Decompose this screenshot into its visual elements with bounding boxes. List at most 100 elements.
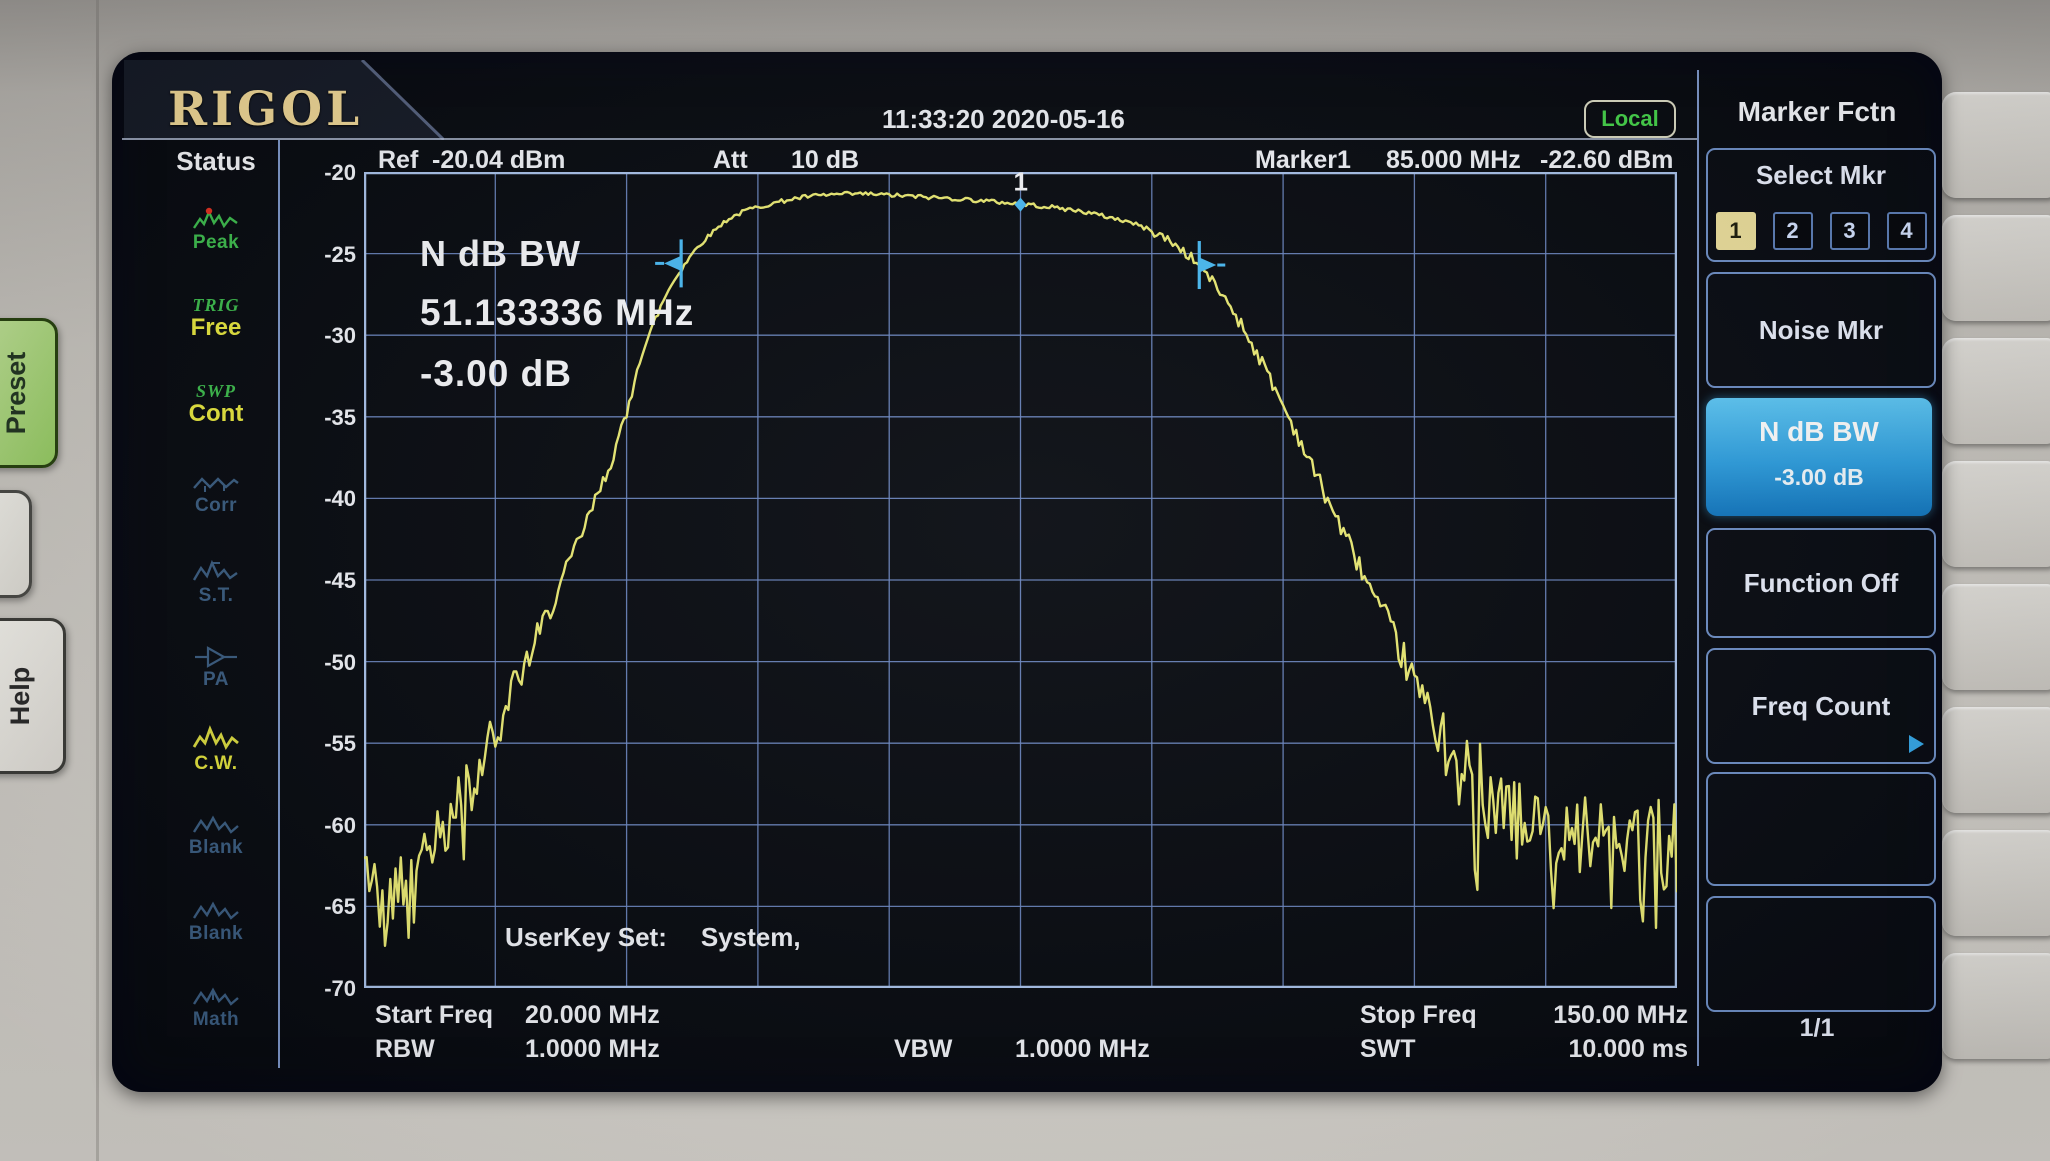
y-tick-label: -40: [324, 486, 356, 512]
bezel-seam: [96, 0, 99, 1161]
stop-freq-value: 150.00 MHz: [1553, 1001, 1688, 1029]
menu-empty-slot-2[interactable]: [1706, 896, 1936, 1012]
brand-logo-panel: RIGOL: [124, 58, 446, 142]
trigger-mode-tag: TRIG: [192, 295, 240, 315]
status-item-peak: Peak: [146, 207, 286, 253]
softkey-f8[interactable]: [1942, 953, 2050, 1059]
cw-waveform-icon: [192, 725, 239, 750]
ndb-annotation-title: N dB BW: [420, 233, 581, 274]
menu-ndb-bw[interactable]: N dB BW -3.00 dB: [1706, 398, 1932, 516]
status-item-trigger: TRIG Free: [146, 296, 286, 340]
marker-number-row: 1 2 3 4: [1708, 212, 1934, 250]
status-item-corr: Corr: [146, 470, 286, 516]
marker-readout-ampl: -22.60 dBm: [1540, 146, 1674, 174]
menu-ndb-bw-label: N dB BW: [1759, 416, 1879, 447]
status-item-blank1: Blank: [146, 812, 286, 858]
menu-noise-mkr-label: Noise Mkr: [1758, 314, 1884, 345]
menu-empty-slot-1[interactable]: [1706, 772, 1936, 886]
menu-freq-count[interactable]: Freq Count: [1706, 648, 1936, 764]
status-item-label: Blank: [188, 923, 244, 944]
ndb-annotation-level: -3.00 dB: [420, 353, 572, 394]
menu-function-off[interactable]: Function Off: [1706, 528, 1936, 638]
marker-readout-freq: 85.000 MHz: [1386, 146, 1521, 174]
blank-waveform-icon: [192, 901, 239, 920]
userkey-value: System,: [700, 922, 801, 952]
help-key[interactable]: Help: [0, 618, 66, 774]
sweep-mode-tag: SWP: [195, 381, 236, 401]
ndb-annotation-bandwidth: 51.133336 MHz: [420, 292, 695, 333]
status-item-label: Corr: [194, 495, 238, 516]
y-tick-label: -45: [324, 568, 356, 593]
y-tick-label: -70: [324, 976, 356, 1001]
marker-readout-label: Marker1: [1255, 146, 1351, 174]
userkey-label: UserKey Set:: [505, 922, 667, 952]
peak-waveform-icon: [193, 207, 238, 229]
menu-divider: [1697, 70, 1699, 1066]
swt-label: SWT: [1360, 1035, 1416, 1063]
status-item-math: Math: [146, 984, 286, 1030]
status-item-label: Blank: [188, 837, 244, 858]
softkey-f7[interactable]: [1942, 830, 2050, 936]
marker-3-box[interactable]: 3: [1829, 212, 1870, 250]
status-item-label: C.W.: [194, 753, 238, 774]
y-tick-label: -65: [324, 894, 356, 920]
marker-4-box[interactable]: 4: [1886, 212, 1927, 250]
status-item-pa: PA: [146, 644, 286, 690]
y-tick-label: -35: [324, 404, 356, 430]
marker-1-box[interactable]: 1: [1715, 212, 1756, 250]
preamp-icon: [195, 646, 237, 668]
status-title: Status: [176, 146, 256, 176]
marker1-label: 1: [1014, 172, 1028, 197]
status-item-label: Math: [192, 1009, 240, 1030]
logo-panel-shape: [124, 58, 446, 142]
softkey-f1[interactable]: [1942, 92, 2050, 198]
y-tick-label: -60: [324, 812, 356, 838]
start-freq-label: Start Freq: [375, 1001, 494, 1029]
corr-waveform-icon: [193, 477, 239, 492]
menu-noise-mkr[interactable]: Noise Mkr: [1706, 272, 1936, 388]
att-label: Att: [713, 146, 748, 174]
preset-key-label: Preset: [0, 351, 31, 435]
marker1-indicator: 1: [1014, 167, 1028, 212]
menu-select-mkr-label: Select Mkr: [1755, 160, 1887, 190]
bw-edge-marker-left: [655, 239, 683, 288]
brand-logo: RIGOL: [168, 82, 364, 137]
status-item-label: Peak: [192, 232, 240, 253]
status-divider: [278, 140, 280, 1068]
menu-function-off-label: Function Off: [1743, 567, 1899, 598]
preset-key[interactable]: Preset: [0, 318, 58, 468]
math-waveform-icon: [192, 987, 239, 1006]
spectrum-plot-svg: 1: [363, 167, 1679, 989]
ref-label: Ref: [378, 146, 419, 174]
start-freq-value: 20.000 MHz: [525, 1001, 660, 1029]
status-item-label: PA: [203, 669, 229, 690]
marker-2-box[interactable]: 2: [1772, 212, 1813, 250]
status-item-st: S.T.: [146, 558, 286, 606]
y-tick-label: -25: [324, 241, 356, 267]
lcd-screen: RIGOL 11:33:20 2020-05-16 Local Status P…: [112, 52, 1942, 1092]
swt-value: 10.000 ms: [1568, 1035, 1688, 1063]
vbw-label: VBW: [894, 1035, 953, 1063]
softkey-f2[interactable]: [1942, 215, 2050, 321]
softkey-f6[interactable]: [1942, 707, 2050, 813]
header-divider: [122, 138, 1697, 140]
y-tick-label: -55: [324, 731, 356, 757]
y-tick-label: -20: [324, 160, 356, 185]
menu-page-indicator: 1/1: [1799, 1014, 1835, 1042]
y-tick-label: -30: [324, 323, 356, 349]
vbw-value: 1.0000 MHz: [1015, 1035, 1150, 1063]
softkey-f5[interactable]: [1942, 584, 2050, 690]
status-item-cw: C.W.: [146, 724, 286, 774]
ref-value: -20.04 dBm: [432, 146, 566, 174]
menu-title: Marker Fctn: [1737, 96, 1897, 127]
menu-select-mkr[interactable]: Select Mkr 1 2 3 4: [1706, 148, 1936, 262]
help-key-label: Help: [4, 666, 35, 726]
rbw-value: 1.0000 MHz: [525, 1035, 660, 1063]
status-item-sweep: SWP Cont: [146, 382, 286, 426]
unlabeled-key[interactable]: [0, 490, 32, 598]
softkey-f3[interactable]: [1942, 338, 2050, 444]
softkey-f4[interactable]: [1942, 461, 2050, 567]
spectrum-plot: 1: [363, 167, 1679, 989]
menu-ndb-bw-value: -3.00 dB: [1774, 464, 1864, 490]
